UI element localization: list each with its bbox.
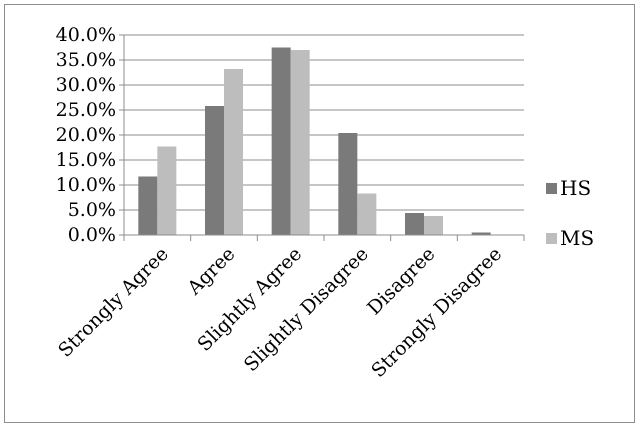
y-tick-label: 0.0% — [68, 224, 116, 246]
bar-hs — [471, 232, 491, 235]
x-tick-label: Agree — [183, 243, 240, 300]
bar-hs — [405, 213, 424, 235]
y-tick-label: 15.0% — [56, 149, 116, 171]
legend-label-ms: MS — [560, 226, 594, 250]
y-tick-label: 20.0% — [56, 124, 116, 146]
bar-ms — [157, 146, 177, 235]
bar-ms — [424, 216, 443, 235]
bar-hs — [338, 133, 358, 235]
legend-label-hs: HS — [560, 176, 591, 200]
y-tick-label: 30.0% — [56, 74, 116, 96]
legend: HS MS — [546, 176, 594, 250]
y-tick-label: 5.0% — [68, 199, 116, 221]
bar-hs — [138, 176, 158, 235]
legend-swatch-hs — [546, 183, 557, 194]
gridlines — [124, 34, 524, 211]
bar-hs — [271, 47, 291, 235]
y-tick-label: 35.0% — [56, 49, 116, 71]
axes — [123, 35, 525, 241]
x-tick-label: Slightly Disagree — [240, 243, 373, 376]
legend-swatch-ms — [546, 233, 557, 244]
y-tick-label: 40.0% — [56, 24, 116, 46]
bar-ms — [357, 193, 377, 235]
bar-hs — [205, 106, 224, 235]
x-tick-label: Strongly Disagree — [367, 243, 506, 382]
y-tick-label: 25.0% — [56, 99, 116, 121]
chart-frame — [4, 4, 635, 423]
bars — [138, 47, 491, 235]
y-tick-label: 10.0% — [56, 174, 116, 196]
bar-ms — [224, 69, 243, 235]
x-tick-label: Strongly Agree — [54, 243, 173, 362]
y-axis-ticks: 0.0% 5.0% 10.0% 15.0% 20.0% 25.0% 30.0% 35.0% 40… — [56, 24, 124, 246]
bar-ms — [290, 50, 310, 235]
